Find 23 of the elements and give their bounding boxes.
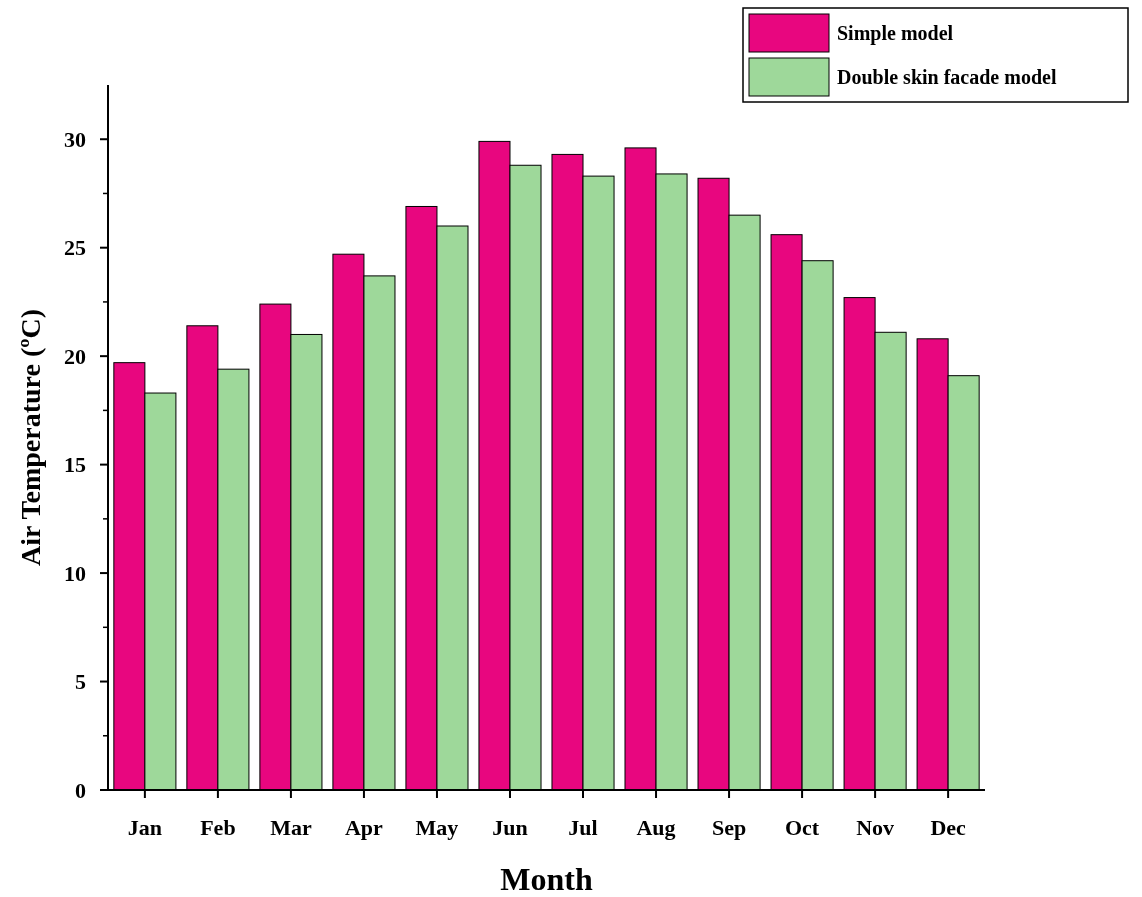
y-tick-label: 10 bbox=[64, 560, 86, 586]
x-axis-title: Month bbox=[500, 861, 593, 897]
x-tick-label: Mar bbox=[270, 815, 312, 840]
legend-label: Simple model bbox=[837, 22, 954, 45]
x-tick-label: Oct bbox=[784, 815, 820, 840]
x-tick-label: Sep bbox=[711, 815, 747, 840]
y-tick-label: 25 bbox=[64, 235, 86, 261]
x-tick-label: May bbox=[415, 815, 459, 840]
y-tick-label: 5 bbox=[75, 669, 86, 695]
x-tick-label: Jan bbox=[127, 815, 162, 840]
y-tick-label: 15 bbox=[64, 452, 86, 478]
x-tick-label: Feb bbox=[200, 815, 236, 840]
x-tick-label: Apr bbox=[345, 815, 384, 840]
y-tick-label: 30 bbox=[64, 126, 86, 152]
y-tick-label: 0 bbox=[75, 777, 86, 803]
legend-label: Double skin facade model bbox=[837, 66, 1057, 88]
y-axis-title: Air Temperature (ºC) bbox=[15, 308, 46, 567]
x-tick-label: Nov bbox=[856, 815, 895, 840]
y-tick-label: 20 bbox=[64, 343, 86, 369]
x-tick-label: Jul bbox=[568, 815, 598, 840]
x-tick-label: Dec bbox=[930, 815, 967, 840]
x-tick-label: Jun bbox=[492, 815, 528, 840]
x-tick-label: Aug bbox=[636, 815, 676, 840]
